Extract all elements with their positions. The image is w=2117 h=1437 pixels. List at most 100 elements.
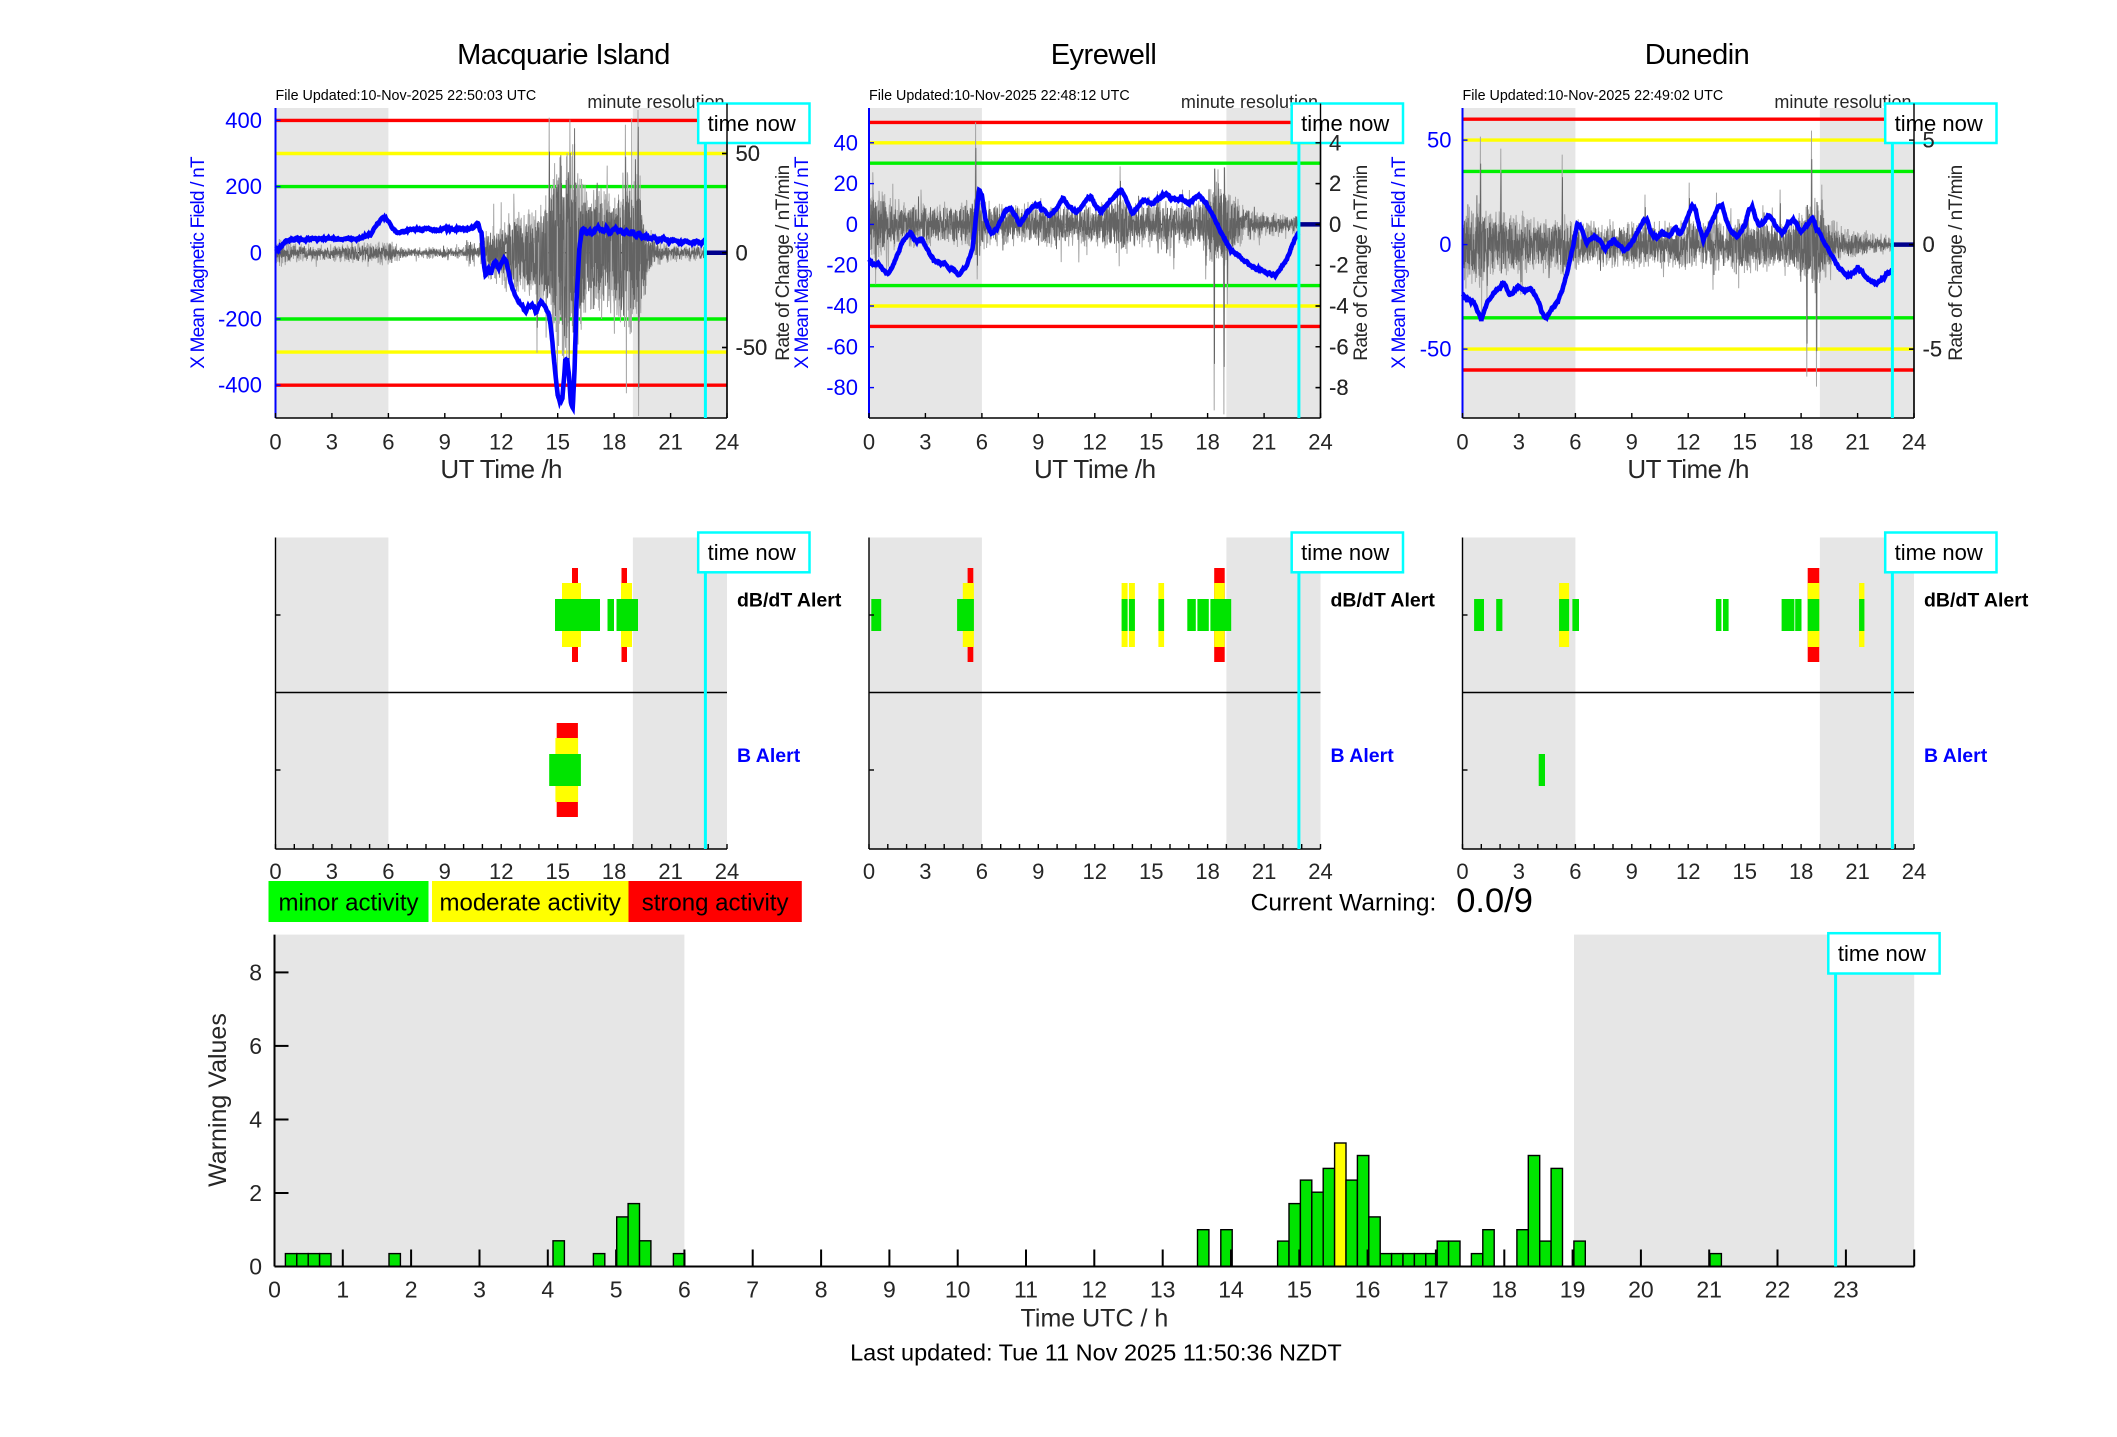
- svg-text:50: 50: [1427, 128, 1451, 153]
- svg-text:20: 20: [834, 171, 858, 196]
- svg-text:Rate of Change / nT/min: Rate of Change / nT/min: [773, 165, 794, 361]
- svg-text:time now: time now: [1301, 540, 1389, 565]
- svg-text:18: 18: [602, 430, 626, 455]
- svg-text:-4: -4: [1329, 294, 1349, 319]
- svg-text:0: 0: [1456, 430, 1468, 455]
- svg-text:21: 21: [1696, 1277, 1722, 1303]
- svg-text:Warning Values: Warning Values: [204, 1013, 232, 1187]
- svg-text:12: 12: [1082, 1277, 1108, 1303]
- svg-text:-8: -8: [1329, 375, 1349, 400]
- svg-text:15: 15: [1732, 859, 1756, 884]
- svg-text:9: 9: [1032, 859, 1044, 884]
- svg-text:0: 0: [1923, 232, 1935, 257]
- svg-text:15: 15: [1287, 1277, 1313, 1303]
- svg-text:0: 0: [1456, 859, 1468, 884]
- svg-text:21: 21: [1845, 430, 1869, 455]
- svg-text:-60: -60: [826, 334, 858, 359]
- svg-text:50: 50: [736, 141, 760, 166]
- svg-text:0: 0: [268, 1277, 281, 1303]
- svg-text:15: 15: [545, 859, 569, 884]
- svg-text:21: 21: [1252, 430, 1276, 455]
- svg-text:6: 6: [678, 1277, 691, 1303]
- svg-text:-5: -5: [1923, 337, 1943, 362]
- svg-text:0: 0: [863, 430, 875, 455]
- svg-text:2: 2: [1329, 171, 1341, 196]
- svg-text:21: 21: [1845, 859, 1869, 884]
- svg-text:400: 400: [225, 108, 262, 133]
- svg-text:2: 2: [249, 1180, 262, 1206]
- svg-text:15: 15: [545, 430, 569, 455]
- svg-text:time now: time now: [1301, 111, 1389, 136]
- svg-text:0: 0: [249, 1254, 262, 1280]
- svg-text:0.0/9: 0.0/9: [1456, 882, 1533, 920]
- svg-text:time now: time now: [1838, 941, 1926, 966]
- svg-text:0: 0: [250, 240, 262, 265]
- svg-text:-6: -6: [1329, 334, 1349, 359]
- svg-text:B Alert: B Alert: [737, 745, 801, 767]
- svg-text:12: 12: [1083, 430, 1107, 455]
- svg-text:strong activity: strong activity: [642, 890, 789, 917]
- svg-text:18: 18: [1789, 430, 1813, 455]
- svg-text:12: 12: [489, 859, 513, 884]
- svg-text:2: 2: [1329, 171, 1341, 196]
- svg-text:2: 2: [405, 1277, 418, 1303]
- svg-text:UT Time /h: UT Time /h: [440, 454, 562, 484]
- svg-text:24: 24: [1308, 859, 1332, 884]
- svg-text:1: 1: [336, 1277, 349, 1303]
- svg-text:dB/dT Alert: dB/dT Alert: [1924, 590, 2029, 612]
- svg-text:minute resolution: minute resolution: [1774, 92, 1911, 112]
- svg-text:21: 21: [658, 430, 682, 455]
- svg-text:B Alert: B Alert: [1924, 745, 1988, 767]
- svg-text:18: 18: [602, 859, 626, 884]
- svg-text:12: 12: [1676, 430, 1700, 455]
- svg-text:8: 8: [249, 959, 262, 985]
- svg-text:23: 23: [1833, 1277, 1859, 1303]
- svg-text:Last updated: Tue 11 Nov 2025: Last updated: Tue 11 Nov 2025 11:50:36 N…: [850, 1340, 1342, 1366]
- svg-text:-6: -6: [1329, 334, 1349, 359]
- svg-text:24: 24: [715, 430, 739, 455]
- svg-text:0: 0: [736, 240, 748, 265]
- svg-text:9: 9: [439, 859, 451, 884]
- svg-text:-8: -8: [1329, 375, 1349, 400]
- svg-text:6: 6: [249, 1033, 262, 1059]
- svg-text:minor activity: minor activity: [278, 890, 418, 917]
- svg-text:0: 0: [1329, 212, 1341, 237]
- svg-text:13: 13: [1150, 1277, 1176, 1303]
- svg-text:50: 50: [736, 141, 760, 166]
- svg-text:X Mean Magnetic Field / nT: X Mean Magnetic Field / nT: [188, 156, 209, 369]
- svg-text:10: 10: [945, 1277, 971, 1303]
- svg-text:Rate of Change / nT/min: Rate of Change / nT/min: [1351, 165, 1372, 361]
- svg-text:Time UTC / h: Time UTC / h: [1021, 1305, 1169, 1333]
- svg-text:minute resolution: minute resolution: [587, 92, 724, 112]
- svg-text:3: 3: [919, 430, 931, 455]
- svg-text:6: 6: [976, 859, 988, 884]
- svg-text:11: 11: [1014, 1277, 1038, 1303]
- svg-text:X Mean Magnetic Field / nT: X Mean Magnetic Field / nT: [1389, 156, 1410, 369]
- svg-text:17: 17: [1423, 1277, 1449, 1303]
- svg-text:-20: -20: [826, 253, 858, 278]
- svg-text:Current Warning:: Current Warning:: [1251, 890, 1437, 917]
- svg-text:9: 9: [1626, 430, 1638, 455]
- svg-text:minute resolution: minute resolution: [1181, 92, 1318, 112]
- svg-text:0: 0: [1923, 232, 1935, 257]
- svg-text:-50: -50: [736, 335, 768, 360]
- svg-text:3: 3: [1513, 430, 1525, 455]
- svg-text:UT Time /h: UT Time /h: [1034, 454, 1156, 484]
- svg-text:8: 8: [815, 1277, 828, 1303]
- svg-text:3: 3: [919, 859, 931, 884]
- svg-text:0: 0: [1439, 232, 1451, 257]
- svg-text:6: 6: [976, 430, 988, 455]
- svg-text:15: 15: [1139, 859, 1163, 884]
- svg-text:18: 18: [1195, 430, 1219, 455]
- svg-text:moderate activity: moderate activity: [439, 890, 620, 917]
- svg-text:15: 15: [1732, 430, 1756, 455]
- svg-text:16: 16: [1355, 1277, 1381, 1303]
- svg-text:dB/dT Alert: dB/dT Alert: [737, 590, 842, 612]
- svg-text:5: 5: [1923, 128, 1935, 153]
- svg-text:12: 12: [1083, 859, 1107, 884]
- svg-text:15: 15: [1139, 430, 1163, 455]
- svg-text:18: 18: [1789, 859, 1813, 884]
- svg-text:-80: -80: [826, 375, 858, 400]
- svg-text:9: 9: [439, 430, 451, 455]
- svg-text:24: 24: [1308, 430, 1332, 455]
